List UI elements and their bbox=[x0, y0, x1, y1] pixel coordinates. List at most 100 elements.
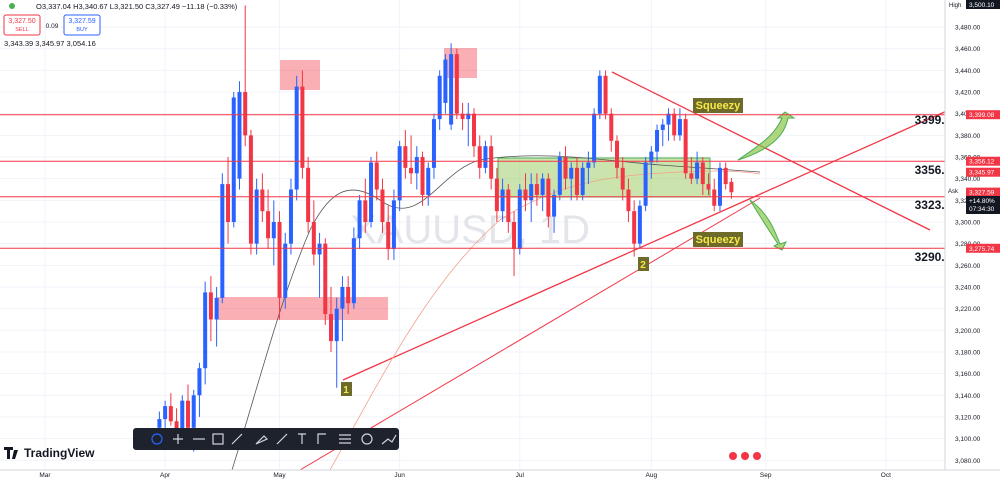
price-tag-label: 3,356.12 bbox=[969, 159, 995, 166]
candle-body bbox=[426, 167, 431, 195]
x-tick-label: Sep bbox=[760, 472, 772, 479]
candle-body bbox=[723, 167, 728, 185]
grid bbox=[0, 0, 945, 470]
squeeze-tag bbox=[693, 98, 743, 113]
ohlc-line: O3,337.04 H3,340.67 L3,321.50 C3,327.49 … bbox=[36, 2, 238, 11]
event-icons bbox=[729, 452, 761, 460]
candle-body bbox=[334, 308, 339, 342]
tool-measure[interactable] bbox=[361, 433, 373, 445]
candle-body bbox=[460, 113, 465, 120]
tool-cursor[interactable] bbox=[151, 433, 163, 445]
price-axis bbox=[945, 0, 1000, 480]
candle-body bbox=[689, 173, 694, 179]
trend-line bbox=[342, 105, 959, 381]
tool-fib[interactable] bbox=[339, 434, 351, 444]
squeeze-text: Squeezy bbox=[696, 100, 742, 112]
candle-body bbox=[248, 135, 253, 244]
y-tick-label: 3,480.00 bbox=[955, 25, 981, 32]
buy-button[interactable] bbox=[63, 14, 101, 36]
event-flag[interactable] bbox=[753, 452, 761, 460]
tool-cross[interactable] bbox=[173, 434, 183, 444]
trend-line bbox=[611, 71, 931, 231]
candle-body bbox=[695, 162, 700, 179]
tool-forecast[interactable] bbox=[381, 434, 397, 445]
brand: TradingView bbox=[24, 446, 95, 460]
candle-body bbox=[431, 119, 436, 168]
tool-pattern[interactable] bbox=[317, 433, 326, 444]
x-tick-label: Apr bbox=[160, 472, 171, 479]
price-tag bbox=[966, 156, 1000, 166]
tool-text[interactable] bbox=[298, 433, 306, 444]
y-tick-label: 3,160.00 bbox=[955, 371, 981, 378]
tool-brush[interactable] bbox=[231, 433, 243, 445]
candle-body bbox=[586, 162, 591, 168]
candle-body bbox=[557, 157, 562, 195]
candle-body bbox=[323, 243, 328, 315]
candle-body bbox=[186, 400, 190, 428]
price-tag-label: 3,275.74 bbox=[969, 246, 995, 253]
candle-body bbox=[163, 406, 168, 420]
supply-box bbox=[280, 60, 320, 90]
candle-body bbox=[574, 167, 579, 195]
point-tag bbox=[341, 382, 352, 396]
tool-pen[interactable] bbox=[255, 435, 269, 445]
candle-body bbox=[569, 167, 574, 179]
candle-body bbox=[655, 129, 660, 152]
countdown: 07:34:30 bbox=[969, 206, 995, 213]
candle-body bbox=[609, 113, 614, 141]
candle-body bbox=[700, 162, 705, 185]
candle-body bbox=[340, 286, 345, 309]
candle-body bbox=[643, 162, 648, 206]
brand-logo bbox=[4, 447, 18, 459]
candle-body bbox=[717, 167, 722, 206]
price-tag bbox=[966, 187, 1000, 197]
x-tick-label: Mar bbox=[39, 472, 51, 479]
buy-label: BUY bbox=[76, 27, 88, 33]
candle-body bbox=[517, 189, 522, 250]
candle-body bbox=[363, 200, 368, 223]
sell-button[interactable] bbox=[3, 14, 41, 36]
supply-box bbox=[444, 48, 477, 78]
candle-body bbox=[386, 222, 391, 250]
y-tick-label: 3,460.00 bbox=[955, 46, 981, 53]
countdown-tag bbox=[966, 196, 1000, 214]
candle-body bbox=[620, 167, 625, 190]
squeeze-tag bbox=[693, 232, 743, 247]
candle-body bbox=[580, 167, 585, 195]
candle-body bbox=[157, 419, 162, 428]
y-tick-label: 3,380.00 bbox=[955, 133, 981, 140]
candle-body bbox=[477, 146, 482, 168]
candle-body bbox=[243, 92, 248, 136]
candle-body bbox=[706, 184, 711, 190]
tool-rect[interactable] bbox=[212, 433, 224, 445]
y-tick-label: 3,080.00 bbox=[955, 458, 981, 465]
tool-line[interactable] bbox=[276, 433, 288, 445]
candle-body bbox=[666, 113, 671, 125]
candle-body bbox=[637, 205, 642, 244]
point-tag bbox=[638, 257, 649, 271]
candle-body bbox=[374, 162, 379, 190]
candle-body bbox=[174, 421, 179, 434]
y-tick-label: 3,440.00 bbox=[955, 68, 981, 75]
trend-line bbox=[299, 197, 761, 471]
x-tick-label: Jun bbox=[394, 472, 405, 479]
x-tick-label: Oct bbox=[881, 472, 891, 479]
price-tag-label: 3,345.97 bbox=[969, 170, 995, 177]
event-flag[interactable] bbox=[729, 452, 737, 460]
squeeze-text: Squeezy bbox=[696, 234, 742, 246]
candle-body bbox=[649, 151, 654, 163]
candle-body bbox=[409, 167, 414, 174]
candle-body bbox=[592, 113, 597, 163]
event-flag[interactable] bbox=[741, 452, 749, 460]
candle-body bbox=[220, 184, 225, 298]
status-dot bbox=[9, 3, 15, 9]
candle-body bbox=[546, 178, 551, 217]
candle-body bbox=[489, 146, 494, 179]
candle-body bbox=[214, 297, 219, 320]
candle-body bbox=[443, 59, 448, 103]
candle-body bbox=[288, 189, 293, 244]
candle-body bbox=[180, 400, 185, 434]
candle-body bbox=[454, 54, 459, 114]
price-tag bbox=[966, 167, 1000, 177]
candle-body bbox=[603, 75, 608, 114]
